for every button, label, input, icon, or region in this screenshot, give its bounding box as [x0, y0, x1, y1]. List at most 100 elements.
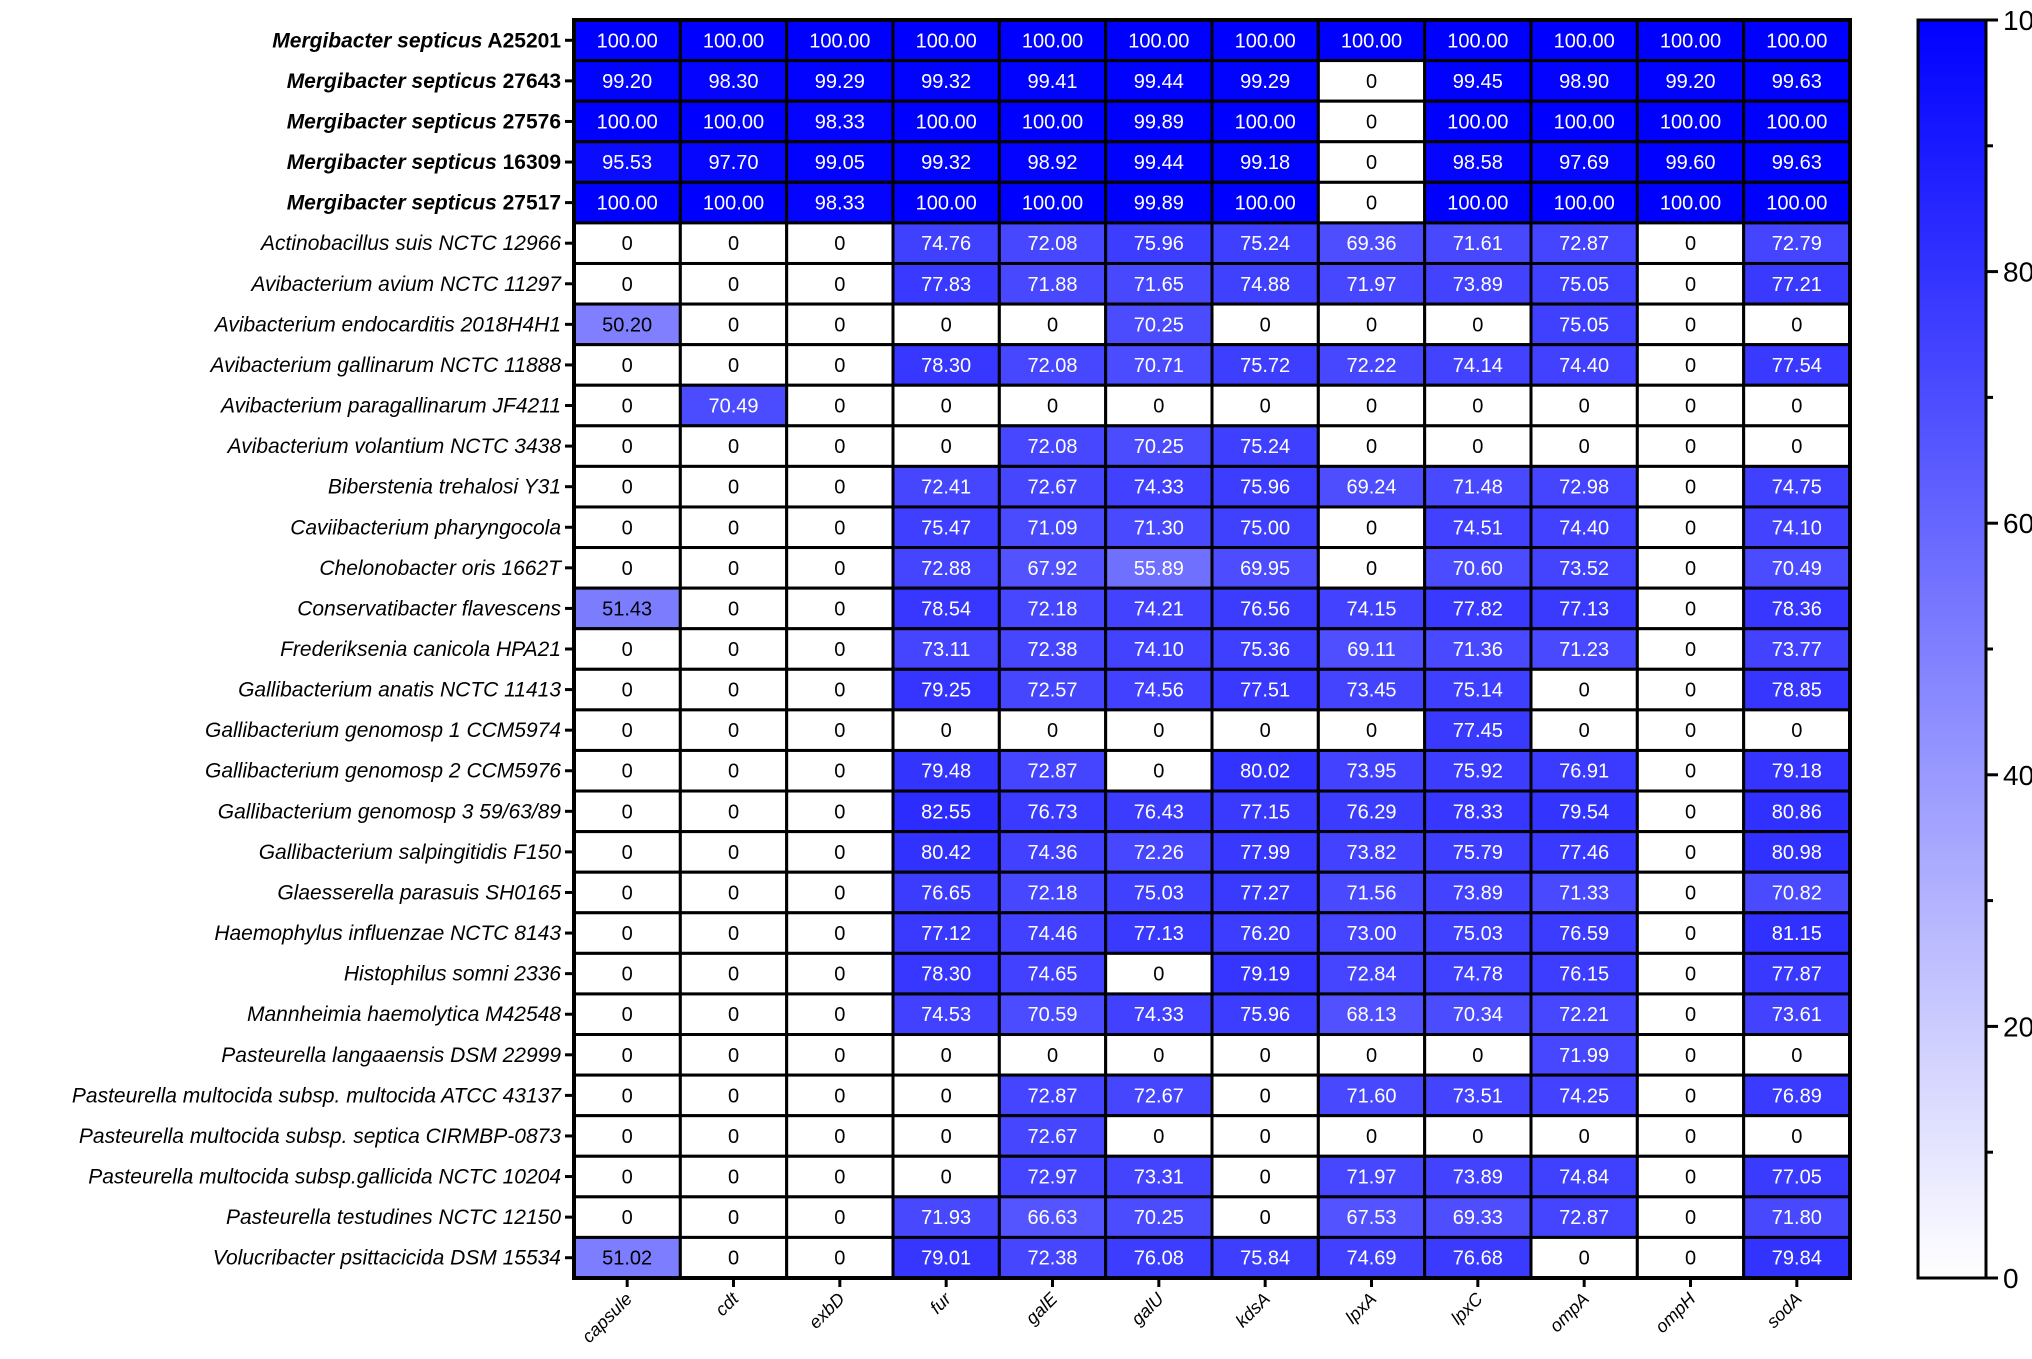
cell-value-label: 51.02 — [602, 1248, 652, 1270]
cell-value-label: 0 — [728, 233, 739, 255]
cell-value-label: 76.65 — [921, 882, 971, 904]
cell-value-label: 98.58 — [1453, 152, 1503, 174]
cell-value-label: 80.42 — [921, 842, 971, 864]
cell-value-label: 100.00 — [1554, 30, 1615, 52]
cell-value-label: 75.92 — [1453, 761, 1503, 783]
cell-value-label: 72.57 — [1027, 680, 1077, 702]
cell-value-label: 72.87 — [1027, 761, 1077, 783]
cell-value-label: 0 — [834, 233, 845, 255]
cell-value-label: 75.79 — [1453, 842, 1503, 864]
cell-value-label: 78.85 — [1772, 680, 1822, 702]
cell-value-label: 75.14 — [1453, 680, 1503, 702]
cell-value-label: 0 — [728, 639, 739, 661]
cell-value-label: 73.11 — [922, 639, 971, 661]
heatmap-cell — [1104, 221, 1214, 265]
cell-value-label: 0 — [834, 680, 845, 702]
cell-value-label: 76.91 — [1559, 761, 1609, 783]
heatmap-cell — [1635, 180, 1746, 225]
column-label: exbD — [805, 1289, 849, 1333]
cell-value-label: 73.61 — [1772, 1004, 1822, 1026]
cell-value-label: 99.18 — [1240, 152, 1290, 174]
heatmap-cell — [891, 546, 1001, 590]
cell-value-label: 76.68 — [1453, 1248, 1503, 1270]
heatmap-cell — [785, 708, 895, 752]
heatmap-cell — [1742, 1114, 1852, 1158]
cell-value-label: 79.01 — [921, 1248, 971, 1270]
cell-value-label: 0 — [1685, 761, 1696, 783]
column-label: kdsA — [1232, 1289, 1274, 1331]
cell-value-label: 0 — [1260, 1085, 1271, 1107]
heatmap-cell — [572, 748, 682, 793]
cell-value-label: 0 — [622, 436, 633, 458]
cell-value-label: 0 — [622, 396, 633, 418]
heatmap-cell — [1316, 992, 1427, 1037]
cell-value-label: 75.96 — [1134, 233, 1184, 255]
cell-value-label: 79.18 — [1772, 761, 1822, 783]
cell-value-label: 0 — [728, 923, 739, 945]
cell-value-label: 72.08 — [1027, 436, 1077, 458]
cell-value-label: 74.25 — [1559, 1085, 1609, 1107]
heatmap-cell — [572, 505, 682, 550]
cell-value-label: 100.00 — [1341, 30, 1402, 52]
cell-value-label: 0 — [834, 964, 845, 986]
row-label: Conservatibacter flavescens — [297, 597, 561, 620]
cell-value-label: 99.32 — [921, 71, 971, 93]
column-label: fur — [926, 1288, 956, 1318]
heatmap-cell — [678, 1114, 789, 1158]
row-label: Actinobacillus suis NCTC 12966 — [259, 232, 561, 255]
cell-value-label: 73.77 — [1772, 639, 1822, 661]
cell-value-label: 74.10 — [1772, 517, 1822, 539]
heatmap-cell — [678, 911, 789, 955]
cell-value-label: 69.36 — [1346, 233, 1396, 255]
cell-value-label: 71.93 — [921, 1207, 971, 1229]
cell-value-label: 74.33 — [1134, 1004, 1184, 1026]
cell-value-label: 0 — [1366, 193, 1377, 215]
cell-value-label: 79.84 — [1772, 1248, 1822, 1270]
heatmap-cell — [1742, 343, 1852, 387]
cell-value-label: 98.92 — [1027, 152, 1077, 174]
cell-value-label: 76.29 — [1346, 801, 1396, 823]
cell-value-label: 0 — [1685, 436, 1696, 458]
heatmap-cell — [891, 789, 1001, 834]
cell-value-label: 70.25 — [1134, 436, 1184, 458]
row-label: Avibacterium gallinarum NCTC 11888 — [208, 354, 561, 377]
cell-value-label: 0 — [1472, 1045, 1483, 1067]
heatmap-cell — [997, 59, 1108, 103]
row-label: Pasteurella multocida subsp.gallicida NC… — [88, 1166, 561, 1189]
cell-value-label: 79.19 — [1240, 964, 1290, 986]
heatmap-cell — [997, 748, 1108, 793]
row-label: Biberstenia trehalosi Y31 — [328, 476, 561, 499]
cell-value-label: 0 — [834, 923, 845, 945]
cell-value-label: 0 — [1472, 436, 1483, 458]
cell-value-label: 82.55 — [921, 801, 971, 823]
cell-value-label: 0 — [1685, 923, 1696, 945]
column-label: lpxA — [1341, 1289, 1380, 1328]
cell-value-label: 0 — [622, 964, 633, 986]
cell-value-label: 70.71 — [1134, 355, 1184, 377]
cell-value-label: 0 — [1791, 1126, 1802, 1148]
cell-value-label: 77.54 — [1772, 355, 1822, 377]
cell-value-label: 99.63 — [1772, 71, 1822, 93]
cell-value-label: 74.78 — [1453, 964, 1503, 986]
heatmap-cell — [997, 667, 1108, 712]
cell-value-label: 99.32 — [921, 152, 971, 174]
heatmap-cell — [1316, 59, 1427, 103]
heatmap-cell — [1316, 180, 1427, 225]
column-label: galU — [1127, 1288, 1168, 1329]
cell-value-label: 77.51 — [1240, 680, 1290, 702]
cell-value-label: 100.00 — [1766, 111, 1827, 133]
heatmap-cell — [1210, 302, 1320, 347]
cell-value-label: 0 — [1153, 964, 1164, 986]
cell-value-label: 0 — [834, 598, 845, 620]
heatmap-cell — [1316, 1235, 1427, 1280]
cell-value-label: 76.15 — [1559, 964, 1609, 986]
cell-value-label: 72.67 — [1027, 1126, 1077, 1148]
heatmap-cell — [1742, 221, 1852, 265]
cell-value-label: 0 — [1366, 396, 1377, 418]
heatmap-cell — [1635, 992, 1746, 1037]
cell-value-label: 100.00 — [703, 111, 764, 133]
heatmap-cell — [1423, 830, 1533, 874]
row-label: Pasteurella langaaensis DSM 22999 — [221, 1044, 561, 1067]
cell-value-label: 78.36 — [1772, 598, 1822, 620]
cell-value-label: 79.48 — [921, 761, 971, 783]
